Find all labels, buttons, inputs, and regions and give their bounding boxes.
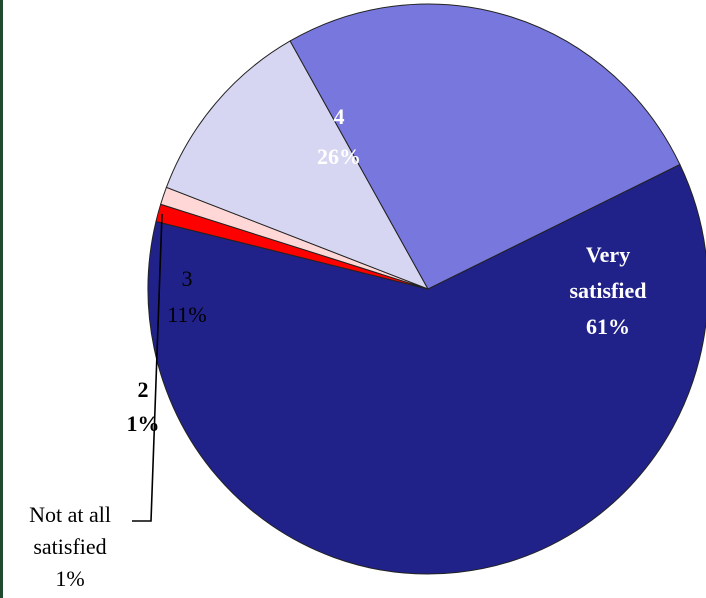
slice-1-percent-label: 61% — [586, 314, 630, 339]
pie-slices — [147, 3, 706, 575]
slice-2-percent-label: 1% — [55, 566, 84, 591]
slice-1-category-label: Very — [586, 242, 630, 267]
slice-2-category-label: Not at all — [29, 502, 111, 527]
slice-1-category-label: satisfied — [570, 278, 647, 303]
slice-3-percent-label: 1% — [127, 411, 160, 436]
leader-lines — [132, 213, 163, 522]
pie-slice-4 — [165, 40, 430, 290]
pie-labels: Very satisfied 61% Not at all satisfied 1% 2 1%… — [29, 104, 646, 591]
leader-line-not-at-all-satisfied — [132, 213, 163, 522]
left-border — [0, 0, 3, 598]
slice-5-percent-label: 26% — [317, 144, 361, 169]
pie-slice-5 — [289, 3, 681, 290]
slice-4-percent-label: 11% — [167, 302, 207, 327]
slice-3-category-label: 2 — [138, 377, 149, 402]
slice-5-category-label: 4 — [334, 104, 345, 129]
slice-2-category-label: satisfied — [33, 534, 106, 559]
slice-4-category-label: 3 — [182, 266, 193, 291]
